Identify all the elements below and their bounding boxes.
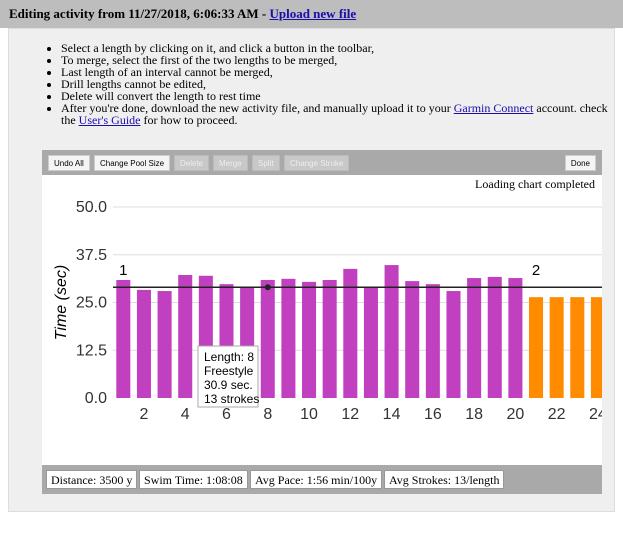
y-tick-label: 37.5 xyxy=(76,247,107,264)
bar xyxy=(549,297,564,398)
bar xyxy=(405,281,420,398)
bar xyxy=(363,287,378,398)
upload-link[interactable]: Upload new file xyxy=(269,6,357,21)
bar xyxy=(322,279,337,398)
x-tick-label: 14 xyxy=(383,406,401,423)
instruction: Select a length by clicking on it, and c… xyxy=(61,42,609,54)
x-tick-label: 16 xyxy=(424,406,442,423)
y-axis-label: Time (sec) xyxy=(53,265,70,340)
toolbar-button: Split xyxy=(252,155,280,171)
toolbar-button: Merge xyxy=(213,155,248,171)
bar xyxy=(570,297,585,398)
bar xyxy=(508,278,523,398)
tooltip xyxy=(197,345,259,408)
bar xyxy=(136,289,151,398)
toolbar-button: Delete xyxy=(174,155,210,171)
selected-point xyxy=(264,284,271,291)
toolbar-button[interactable]: Undo All xyxy=(48,155,90,171)
instructions: Select a length by clicking on it, and c… xyxy=(9,42,609,126)
stat: Avg Strokes: 13/length xyxy=(384,470,505,489)
link[interactable]: Garmin Connect xyxy=(453,101,534,115)
bar xyxy=(446,291,461,398)
instruction: To merge, select the first of the two le… xyxy=(61,54,609,66)
interval-label: 1 xyxy=(119,262,127,279)
x-tick-label: 22 xyxy=(548,406,566,423)
text: for how to proceed. xyxy=(140,113,238,127)
stats-bar: Distance: 3500 y Swim Time: 1:08:08 Avg Pa… xyxy=(42,465,602,494)
bar xyxy=(281,278,296,398)
chart: Loading chart completed Time (sec) 0.0 12.5… xyxy=(42,175,602,465)
bar xyxy=(487,276,502,398)
y-tick-label: 25.0 xyxy=(76,295,107,312)
instruction: After you're done, download the new acti… xyxy=(61,102,609,126)
y-tick-label: 0.0 xyxy=(85,390,107,407)
stat: Swim Time: 1:08:08 xyxy=(139,470,248,489)
x-tick-label: 6 xyxy=(222,406,231,423)
x-tick-label: 8 xyxy=(263,406,272,423)
bar xyxy=(157,291,172,398)
bar xyxy=(590,297,602,398)
bar xyxy=(343,268,358,398)
toolbar: Undo All Change Pool Size Delete Merge Split… xyxy=(42,150,602,175)
status: Loading chart completed xyxy=(475,177,595,191)
bar xyxy=(529,297,544,398)
x-tick-label: 10 xyxy=(300,406,318,423)
y-tick-label: 12.5 xyxy=(76,342,107,359)
x-tick-label: 18 xyxy=(465,406,483,423)
done-button[interactable]: Done xyxy=(564,155,596,171)
text: account. check the xyxy=(61,101,608,127)
bar xyxy=(302,281,317,398)
header-title: Editing activity from 11/27/2018, 6:06:3… xyxy=(9,6,270,21)
x-tick-label: 2 xyxy=(140,406,149,423)
tooltip-line: 13 strokes xyxy=(204,392,259,406)
link[interactable]: User's Guide xyxy=(78,113,141,127)
x-tick-label: 24 xyxy=(589,406,602,423)
bar xyxy=(467,278,482,398)
bar xyxy=(384,265,399,398)
toolbar-button: Change Stroke xyxy=(284,155,350,171)
tooltip-line: Length: 8 xyxy=(204,350,254,364)
tooltip-line: Freestyle xyxy=(204,364,254,378)
x-tick-label: 12 xyxy=(341,406,359,423)
bar xyxy=(260,279,275,398)
stat: Distance: 3500 y xyxy=(46,470,138,489)
toolbar-button[interactable]: Change Pool Size xyxy=(94,155,171,171)
x-tick-label: 4 xyxy=(181,406,190,423)
bar xyxy=(116,279,131,398)
instruction: Last length of an interval cannot be mer… xyxy=(61,66,609,78)
stat: Avg Pace: 1:56 min/100y xyxy=(250,470,383,489)
instruction: Delete will convert the length to rest t… xyxy=(61,90,609,102)
x-tick-label: 20 xyxy=(506,406,524,423)
bar xyxy=(425,284,440,398)
interval-label: 2 xyxy=(532,262,540,279)
instruction: Drill lengths cannot be edited, xyxy=(61,78,609,90)
tooltip-line: 30.9 sec. xyxy=(204,378,253,392)
text: After you're done, download the new acti… xyxy=(61,101,454,115)
y-tick-label: 50.0 xyxy=(76,199,107,216)
bar xyxy=(178,274,193,398)
header-bar: Editing activity from 11/27/2018, 6:06:3… xyxy=(0,0,623,28)
